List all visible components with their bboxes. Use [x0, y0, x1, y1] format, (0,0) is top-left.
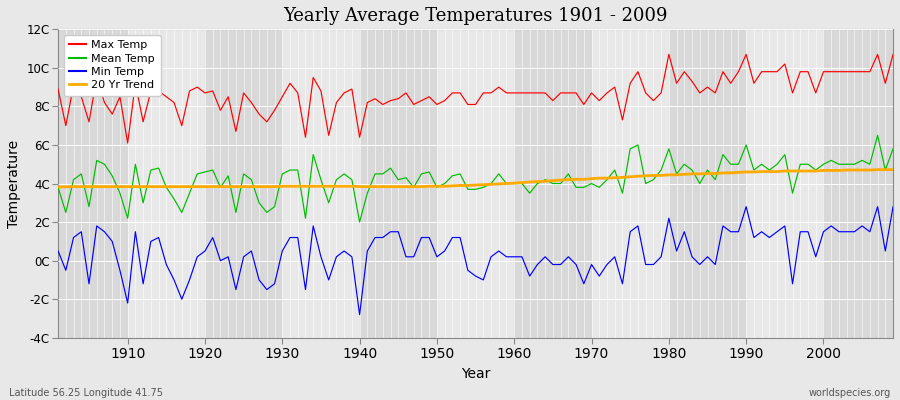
Bar — [824, 29, 893, 338]
Legend: Max Temp, Mean Temp, Min Temp, 20 Yr Trend: Max Temp, Mean Temp, Min Temp, 20 Yr Tre… — [64, 35, 160, 96]
Text: worldspecies.org: worldspecies.org — [809, 388, 891, 398]
Bar — [436, 29, 514, 338]
Bar — [128, 29, 205, 338]
Y-axis label: Temperature: Temperature — [7, 140, 21, 228]
Bar — [669, 29, 746, 338]
Bar — [514, 29, 591, 338]
X-axis label: Year: Year — [461, 367, 491, 381]
Text: Latitude 56.25 Longitude 41.75: Latitude 56.25 Longitude 41.75 — [9, 388, 163, 398]
Bar — [746, 29, 824, 338]
Bar — [58, 29, 128, 338]
Bar — [360, 29, 436, 338]
Bar — [283, 29, 360, 338]
Bar — [591, 29, 669, 338]
Bar — [205, 29, 283, 338]
Title: Yearly Average Temperatures 1901 - 2009: Yearly Average Temperatures 1901 - 2009 — [284, 7, 668, 25]
